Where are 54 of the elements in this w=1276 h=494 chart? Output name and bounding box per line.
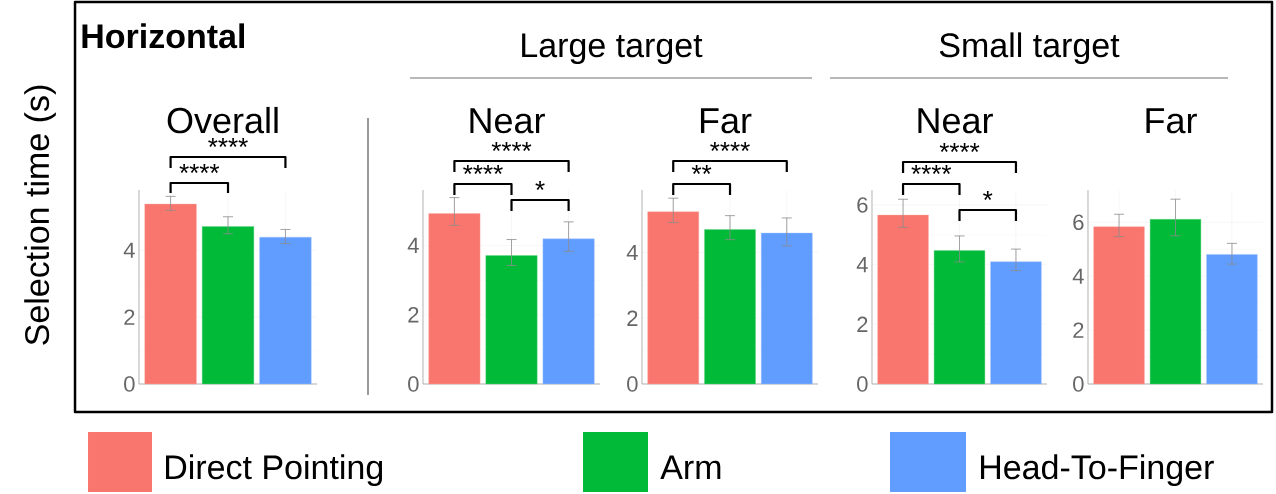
text: **** (911, 164, 952, 175)
y-tick-label: 0 (408, 376, 419, 392)
text: **** (710, 141, 750, 152)
chart-title: Overall (167, 106, 278, 134)
y-tick-label: 4 (626, 244, 638, 261)
bar (201, 226, 255, 385)
bar (259, 236, 312, 385)
legend-label: Arm (660, 455, 721, 479)
y-tick-label: 2 (1073, 322, 1084, 338)
y-tick-label: 6 (1073, 214, 1084, 231)
bar (144, 203, 197, 385)
chart-title: Far (700, 108, 752, 134)
legend-label: Head-To-Finger (981, 454, 1214, 487)
bar (647, 211, 699, 385)
y-tick-label: 4 (407, 237, 419, 253)
bar (542, 238, 595, 385)
bar (704, 229, 756, 385)
bar (761, 232, 813, 385)
chart-subtitle: Large target (522, 33, 703, 65)
y-tick-label: 0 (857, 376, 868, 392)
y-tick-label: 0 (124, 376, 135, 392)
text: Horizontal (82, 23, 245, 49)
y-tick-label: 4 (856, 257, 868, 273)
bar (877, 214, 929, 385)
annotation: * (535, 180, 545, 191)
chart-title: Near (470, 108, 545, 134)
text: **** (208, 137, 248, 148)
y-tick-label: 4 (1072, 268, 1084, 284)
bar (1093, 226, 1145, 385)
y-tick-label: 6 (857, 197, 868, 213)
y-axis-title: Selection time (s) (24, 85, 56, 345)
text: **** (179, 163, 220, 174)
bar (933, 250, 986, 385)
y-tick-label: 0 (627, 376, 638, 392)
text: **** (491, 141, 532, 152)
text: **** (939, 142, 980, 153)
text: **** (463, 164, 503, 175)
chart-title: Near (918, 108, 993, 134)
y-tick-label: 2 (124, 309, 135, 325)
text: ** (691, 164, 712, 175)
y-tick-label: 2 (408, 307, 419, 323)
y-tick-label: 2 (857, 316, 868, 332)
bar (1149, 219, 1202, 385)
bar (485, 255, 538, 385)
bar (990, 261, 1042, 385)
annotation: * (983, 190, 993, 201)
text: Direct Pointing (166, 454, 383, 487)
chart-title: Far (1146, 108, 1197, 134)
chart-subtitle: Small target (939, 32, 1120, 65)
bar (1206, 254, 1258, 385)
bar (428, 213, 481, 385)
y-tick-label: 2 (627, 310, 638, 326)
y-tick-label: 4 (123, 242, 135, 258)
y-tick-label: 0 (1073, 376, 1084, 392)
